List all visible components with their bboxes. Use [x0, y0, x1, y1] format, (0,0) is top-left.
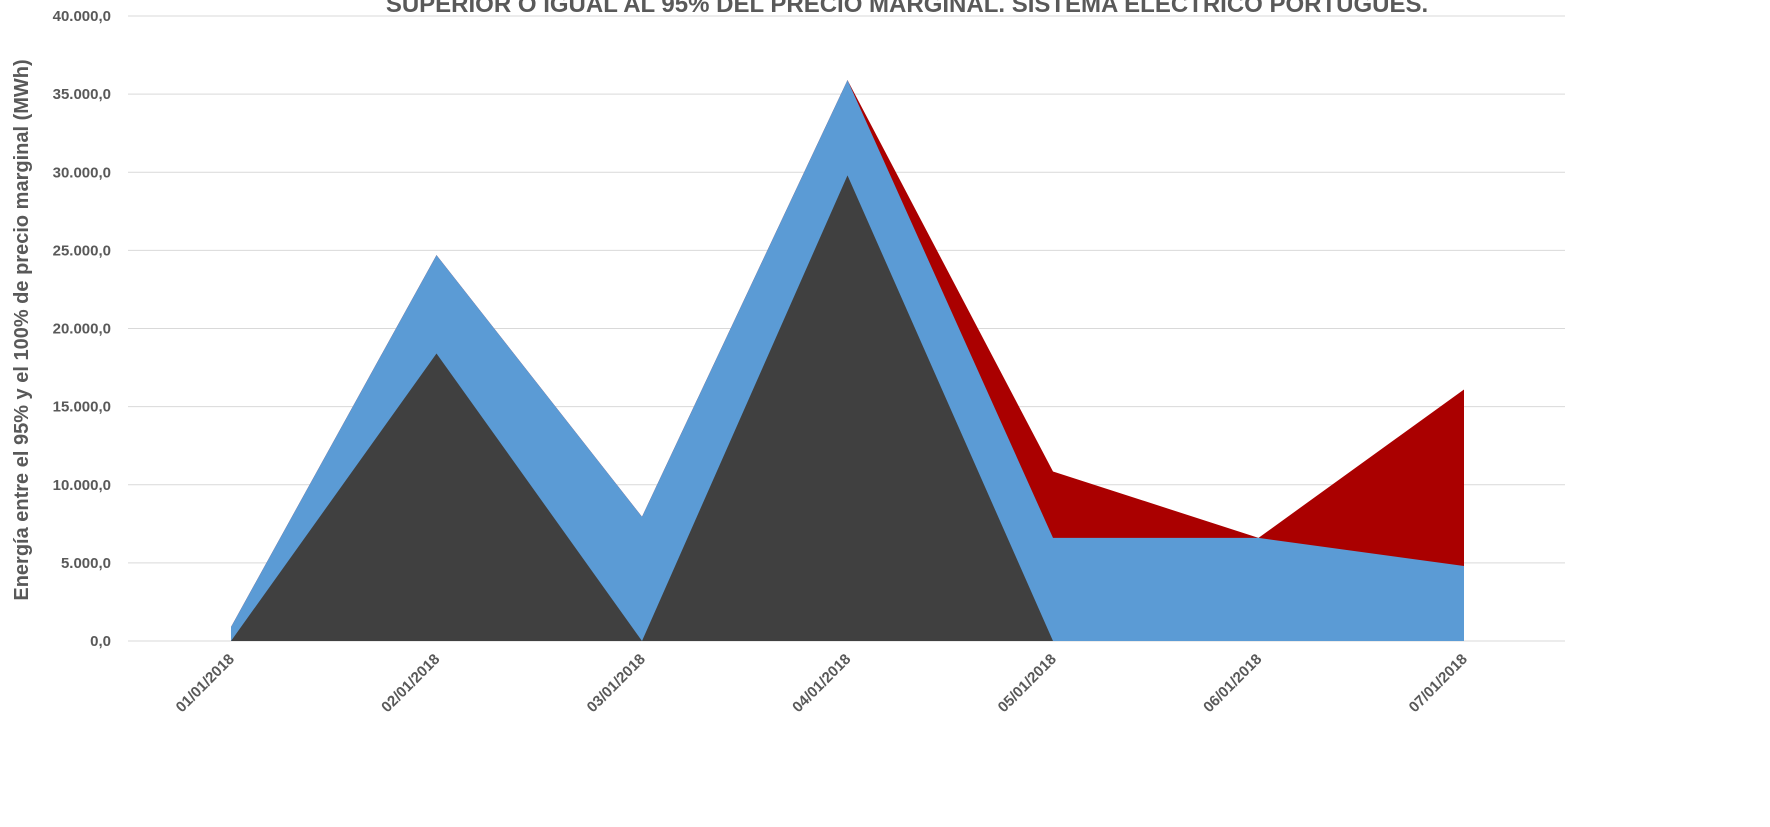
x-tick-label: 06/01/2018: [1200, 651, 1265, 716]
y-tick-label: 20.000,0: [53, 321, 111, 338]
y-tick-label: 0,0: [90, 633, 111, 650]
y-tick-label: 5.000,0: [61, 555, 111, 572]
x-axis-ticks: 01/01/2018 02/01/2018 03/01/2018 04/01/2018…: [173, 651, 1471, 716]
y-tick-label: 40.000,0: [53, 8, 111, 25]
series-area-3: [231, 175, 1464, 641]
y-tick-label: 25.000,0: [53, 242, 111, 259]
x-tick-label: 02/01/2018: [378, 651, 443, 716]
chart-title: SUPERIOR O IGUAL AL 95% DEL PRECIO MARGI…: [386, 0, 1428, 18]
y-tick-label: 10.000,0: [53, 477, 111, 494]
y-tick-label: 30.000,0: [53, 164, 111, 181]
x-tick-label: 01/01/2018: [173, 651, 238, 716]
y-axis-ticks: 0,0 5.000,0 10.000,0 15.000,0 20.000,0 25.000…: [53, 8, 111, 650]
x-tick-label: 04/01/2018: [789, 651, 854, 716]
y-tick-label: 35.000,0: [53, 86, 111, 103]
x-tick-label: 03/01/2018: [584, 651, 649, 716]
x-tick-label: 05/01/2018: [995, 651, 1060, 716]
series-areas: [231, 80, 1464, 641]
y-tick-label: 15.000,0: [53, 399, 111, 416]
y-axis-label: Energía entre el 95% y el 100% de precio…: [11, 59, 33, 600]
x-tick-label: 07/01/2018: [1406, 651, 1471, 716]
